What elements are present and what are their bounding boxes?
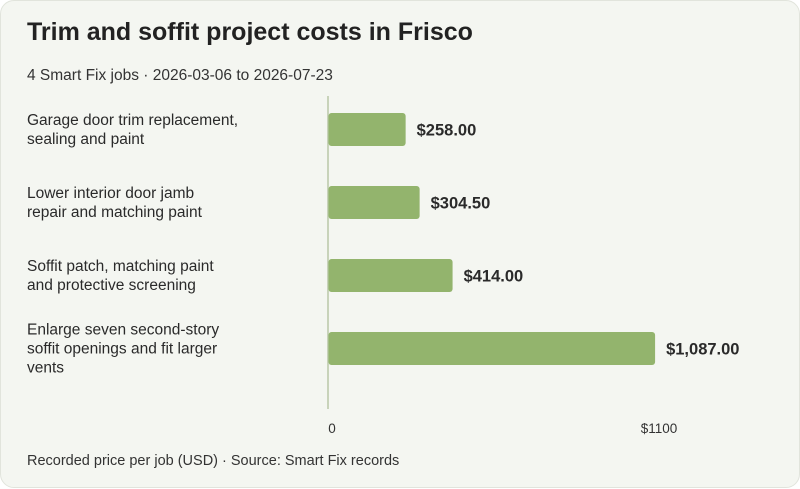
- category-label: Soffit patch, matching paint and protecti…: [27, 258, 214, 294]
- bar: [328, 259, 453, 292]
- bar-value-label: $414.00: [464, 268, 524, 286]
- x-tick-label: 0: [328, 421, 336, 436]
- chart-footer-note: Recorded price per job (USD) · Source: S…: [27, 453, 400, 469]
- bar-value-label: $1,087.00: [666, 341, 739, 359]
- category-label: Enlarge seven second-story soffit opening…: [27, 322, 219, 377]
- bar-value-label: $304.50: [431, 195, 491, 213]
- bar-value-label: $258.00: [417, 122, 477, 140]
- bar: [328, 113, 406, 146]
- x-tick-label: $1100: [641, 421, 678, 436]
- bar: [328, 186, 420, 219]
- chart-subtitle: 4 Smart Fix jobs · 2026-03-06 to 2026-07…: [27, 67, 333, 84]
- category-label: Garage door trim replacement, sealing and…: [27, 112, 238, 148]
- bar: [328, 332, 656, 365]
- chart-title: Trim and soffit project costs in Frisco: [27, 18, 473, 46]
- category-label: Lower interior door jamb repair and match…: [27, 185, 203, 221]
